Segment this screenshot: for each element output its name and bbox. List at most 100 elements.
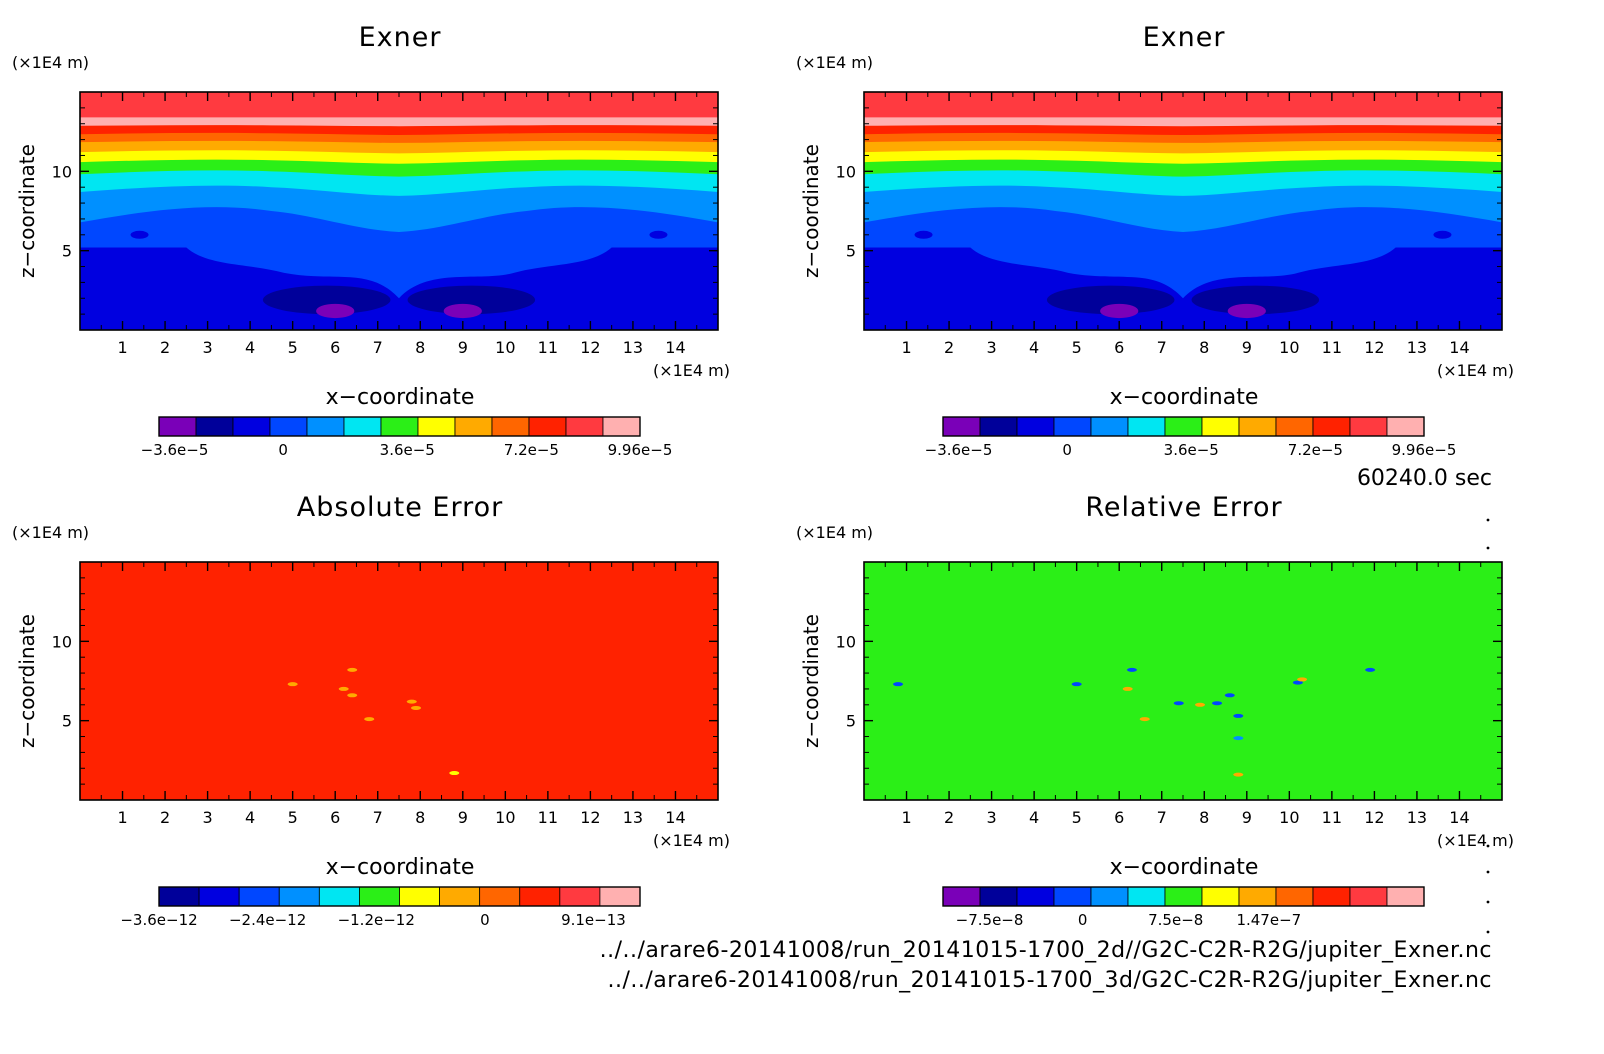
colorbar-swatch [1053,886,1092,907]
field-band [316,303,355,319]
colorbar-swatch [439,886,481,907]
error-spot [1126,667,1137,672]
colorbar-swatch [1090,416,1129,437]
z-axis-label: z−coordinate [15,614,39,748]
colorbar-label: 9.96e−5 [608,441,673,459]
colorbar-frame [158,886,641,907]
x-tick-label: 14 [665,338,685,357]
field-band [262,285,391,315]
field-band [407,285,536,315]
colorbar-swatch [942,886,981,907]
error-spot [338,686,349,691]
colorbar-label: 7.2e−5 [504,441,559,459]
colorbar-swatch [238,886,280,907]
x-tick-label: 8 [1199,808,1209,827]
x-tick-label: 11 [1322,338,1342,357]
field-band [914,230,933,239]
colorbar-label: 0 [1078,911,1088,929]
field [864,92,1502,330]
colorbar-label: 3.6e−5 [380,441,435,459]
colorbar-swatch [1386,886,1425,907]
colorbar-swatch [1127,416,1166,437]
colorbar-frame [158,416,641,437]
x-tick-label: 1 [901,808,911,827]
z-unit-label: (×1E4 m) [12,523,89,542]
z-tick-label: 10 [52,632,72,651]
colorbar-swatch [343,416,382,437]
x-tick-label: 8 [415,338,425,357]
colorbar-swatch [359,886,400,907]
colorbar-label: 1.47e−7 [1236,911,1301,929]
error-spot [406,699,417,704]
panel-2: Absolute Error(×1E4 m)1 2 3 4 5 6 7 8 9 10 11 12 13 1… [12,492,730,929]
error-spot [1292,680,1303,685]
error-spot [411,705,422,710]
x-tick-label: 4 [1029,338,1039,357]
x-tick-label: 9 [458,808,468,827]
error-spot [1139,717,1150,722]
colorbar-label: −7.5e−8 [956,911,1024,929]
error-spot [1233,713,1244,718]
z-tick-label: 5 [62,712,72,731]
error-spot [364,717,375,722]
margin-dot [1486,900,1490,904]
error-spot [1173,701,1184,706]
field [80,92,718,330]
x-tick-label: 4 [245,808,255,827]
x-tick-label: 12 [1364,808,1384,827]
colorbar-label: 9.1e−13 [561,911,626,929]
x-tick-label: 6 [1114,338,1124,357]
colorbar-swatch [599,886,641,907]
x-tick-label: 2 [944,808,954,827]
x-tick-label: 3 [203,808,213,827]
x-tick-label: 10 [1279,808,1299,827]
x-tick-label: 9 [1242,338,1252,357]
colorbar-swatch [1164,886,1203,907]
x-tick-label: 1 [901,338,911,357]
field-band [130,230,149,239]
x-tick-label: 2 [944,338,954,357]
colorbar-swatch [979,886,1018,907]
margin-dot [1486,518,1490,522]
colorbar-swatch [519,886,561,907]
error-spot [893,682,904,687]
colorbar-label: 0 [1062,441,1072,459]
colorbar-swatch [1275,886,1314,907]
x-tick-label: 12 [1364,338,1384,357]
x-tick-label: 8 [1199,338,1209,357]
time-label: 60240.0 sec [1356,466,1492,491]
colorbar-swatch [318,886,360,907]
colorbar-label: −3.6e−12 [120,911,197,929]
z-unit-label: (×1E4 m) [796,53,873,72]
colorbar-swatch [1201,886,1240,907]
x-tick-label: 7 [1157,338,1167,357]
x-tick-label: 2 [160,808,170,827]
x-tick-label: 13 [623,808,643,827]
colorbar-swatch [979,416,1018,437]
colorbar-swatch [1386,416,1425,437]
x-tick-label: 4 [245,338,255,357]
margin-dot [1486,930,1490,934]
x-tick-label: 7 [373,338,383,357]
x-tick-label: 14 [1449,338,1469,357]
colorbar-label: −3.6e−5 [925,441,993,459]
x-tick-label: 3 [203,338,213,357]
field-band [1046,285,1175,315]
z-tick-label: 5 [846,242,856,261]
x-tick-label: 14 [665,808,685,827]
colorbar-frame [942,416,1425,437]
colorbar-swatch [1016,886,1055,907]
x-axis-label: x−coordinate [326,855,475,880]
colorbar-swatch [380,416,419,437]
error-spot [1233,736,1244,741]
colorbar-label: −2.4e−12 [229,911,306,929]
x-tick-label: 7 [1157,808,1167,827]
x-tick-label: 5 [288,338,298,357]
field-background [864,562,1502,800]
x-tick-label: 11 [538,808,558,827]
colorbar-label: −3.6e−5 [141,441,209,459]
error-spot [449,771,460,776]
x-tick-label: 1 [117,808,127,827]
colorbar-swatch [602,416,641,437]
colorbar-swatch [195,416,234,437]
